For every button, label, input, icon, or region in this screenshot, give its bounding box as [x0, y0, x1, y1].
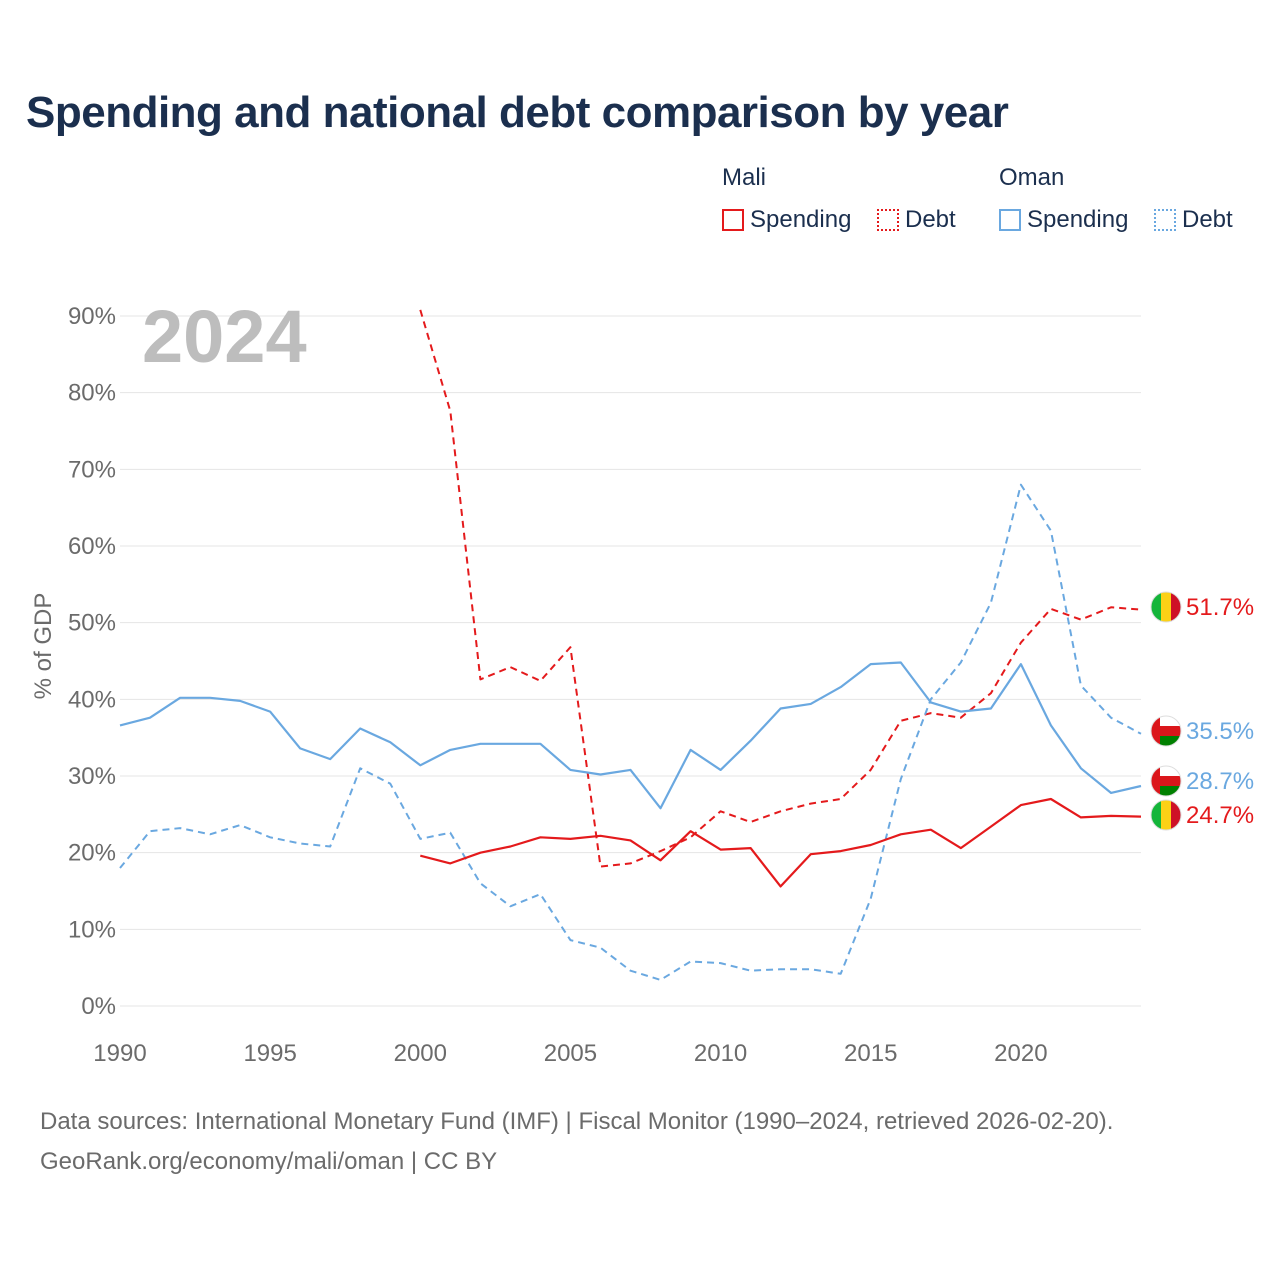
legend-swatch-mali-debt — [877, 209, 899, 231]
flag-stripe — [1151, 592, 1161, 622]
y-tick-label: 20% — [68, 840, 116, 867]
y-tick-label: 70% — [68, 456, 116, 483]
footer-sources: Data sources: International Monetary Fun… — [40, 1108, 1114, 1135]
x-tick-label: 2005 — [544, 1040, 597, 1067]
x-tick-label: 2020 — [994, 1040, 1047, 1067]
legend-label: Debt — [905, 206, 956, 233]
flag-stripe — [1171, 592, 1181, 622]
x-tick-label: 1995 — [243, 1040, 296, 1067]
x-tick-label: 2010 — [694, 1040, 747, 1067]
flag-icon-mali — [1150, 799, 1182, 831]
legend-swatch-oman-spending — [999, 209, 1021, 231]
legend-swatch-mali-spending — [722, 209, 744, 231]
legend-group-mali: Mali — [722, 164, 767, 191]
x-tick-label: 2015 — [844, 1040, 897, 1067]
flag-stripe — [1151, 800, 1161, 830]
legend-item-mali-spending[interactable]: Spending — [722, 205, 851, 235]
y-tick-label: 80% — [68, 380, 116, 407]
flag-fill — [1151, 800, 1181, 830]
flag-outline — [1150, 765, 1182, 797]
flag-icon-mali — [1150, 591, 1182, 623]
y-tick-label: 30% — [68, 763, 116, 790]
end-label-oman-spending: 28.7% — [1186, 768, 1254, 795]
flag-icon-oman — [1150, 715, 1182, 747]
series-line-mali-debt — [419, 309, 1142, 868]
series-lines — [119, 309, 1142, 981]
flag-stripe — [1151, 766, 1181, 776]
end-label-oman-debt: 35.5% — [1186, 718, 1254, 745]
end-label-mali-debt: 51.7% — [1186, 594, 1254, 621]
flag-stripe — [1161, 800, 1171, 830]
legend-label: Spending — [1027, 206, 1129, 233]
chart-title: Spending and national debt comparison by… — [26, 88, 1009, 137]
flag-fill — [1151, 766, 1181, 796]
flag-stripe — [1151, 726, 1181, 736]
flag-outline — [1150, 799, 1182, 831]
flag-outline — [1150, 715, 1182, 747]
series-line-oman-spending — [119, 661, 1142, 810]
y-axis-label: % of GDP — [30, 593, 57, 700]
end-markers: 51.7% 35.5% 28.7% 24.7% — [1150, 591, 1254, 831]
x-axis-ticks: 1990 1995 2000 2005 2010 2015 2020 — [93, 1040, 1047, 1067]
flag-fill — [1151, 592, 1181, 622]
flag-stripe — [1151, 736, 1181, 746]
legend-item-oman-debt[interactable]: Debt — [1154, 205, 1233, 235]
y-tick-label: 40% — [68, 686, 116, 713]
y-tick-label: 50% — [68, 610, 116, 637]
end-label-mali-spending: 24.7% — [1186, 802, 1254, 829]
gridlines — [120, 315, 1141, 1007]
series-line-oman-debt — [119, 483, 1142, 981]
y-tick-label: 90% — [68, 303, 116, 330]
flag-stripe — [1151, 766, 1160, 796]
series-line-mali-spending — [420, 797, 1142, 888]
footer-attribution: GeoRank.org/economy/mali/oman | CC BY — [40, 1148, 498, 1175]
legend-item-oman-spending[interactable]: Spending — [999, 205, 1128, 235]
flag-fill — [1151, 716, 1181, 746]
flag-stripe — [1151, 716, 1160, 746]
legend-item-mali-debt[interactable]: Debt — [877, 205, 956, 235]
legend-label: Spending — [750, 206, 852, 233]
flag-stripe — [1151, 776, 1181, 786]
flag-icon-oman — [1150, 765, 1182, 797]
x-tick-label: 1990 — [93, 1040, 146, 1067]
legend-group-oman: Oman — [999, 164, 1065, 191]
y-tick-label: 0% — [81, 993, 116, 1020]
year-marker: 2024 — [142, 295, 307, 378]
y-axis-ticks: 0% 10% 20% 30% 40% 50% 60% 70% 80% 90% — [68, 303, 116, 1020]
y-tick-label: 10% — [68, 916, 116, 943]
x-tick-label: 2000 — [394, 1040, 447, 1067]
legend-swatch-oman-debt — [1154, 209, 1176, 231]
legend-label: Debt — [1182, 206, 1233, 233]
flag-stripe — [1171, 800, 1181, 830]
flag-stripe — [1161, 592, 1171, 622]
flag-outline — [1150, 591, 1182, 623]
flag-stripe — [1151, 786, 1181, 796]
y-tick-label: 60% — [68, 533, 116, 560]
flag-stripe — [1151, 716, 1181, 726]
